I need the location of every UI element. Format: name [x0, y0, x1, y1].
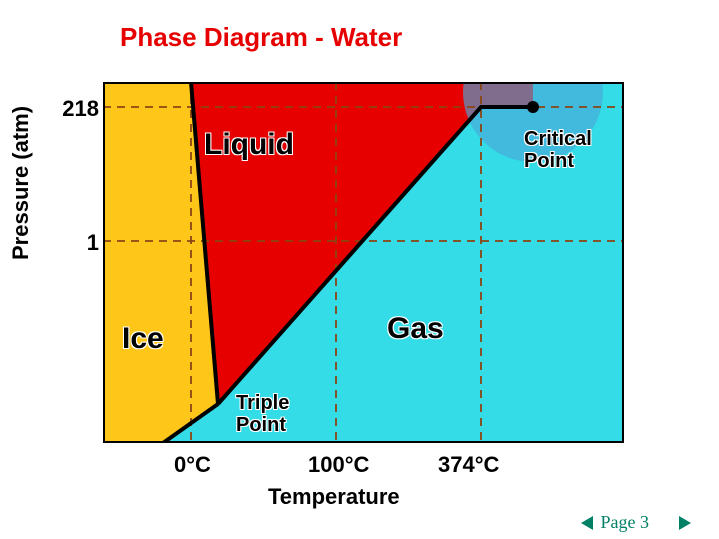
x-axis-label: Temperature: [268, 484, 400, 510]
label-liquid: Liquid: [204, 128, 294, 162]
x-tick-0c: 0°C: [174, 452, 211, 478]
next-page-arrow-icon[interactable]: [679, 516, 691, 530]
page-title: Phase Diagram - Water: [120, 22, 402, 53]
critical-point-marker: [527, 101, 539, 113]
label-triple-point: TriplePoint: [236, 392, 289, 436]
label-critical-point: CriticalPoint: [524, 128, 592, 172]
label-gas: Gas: [387, 312, 444, 346]
y-axis-label: Pressure (atm): [8, 106, 34, 260]
footer: Page 3: [581, 512, 692, 533]
y-tick-1: 1: [39, 230, 99, 256]
x-tick-374c: 374°C: [438, 452, 499, 478]
prev-page-arrow-icon[interactable]: [581, 516, 593, 530]
page-number: Page 3: [601, 512, 650, 533]
y-tick-218: 218: [39, 96, 99, 122]
x-tick-100c: 100°C: [308, 452, 369, 478]
label-ice: Ice: [122, 322, 164, 356]
